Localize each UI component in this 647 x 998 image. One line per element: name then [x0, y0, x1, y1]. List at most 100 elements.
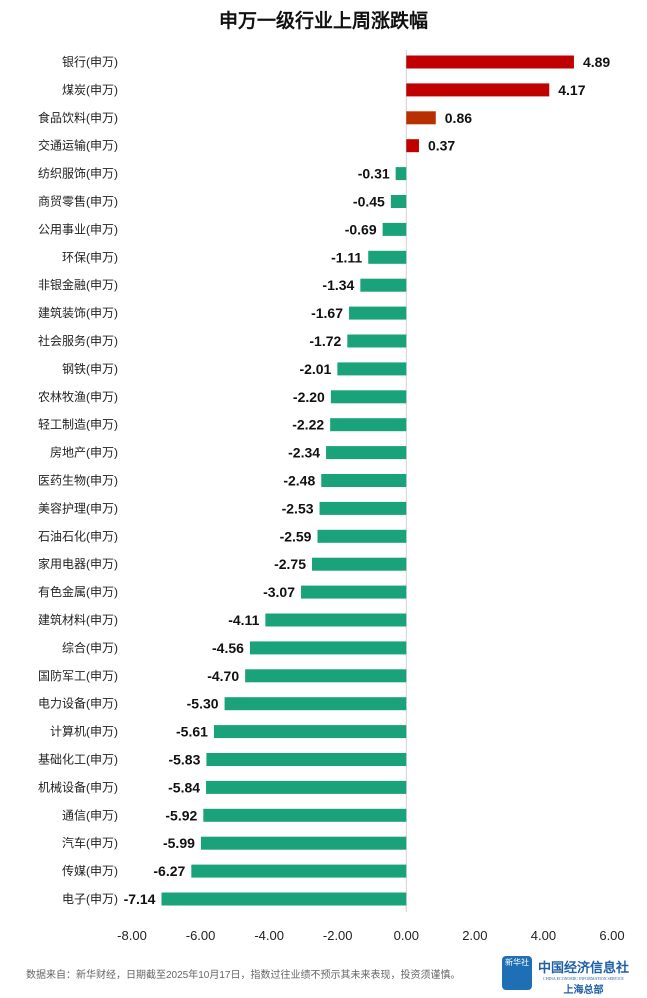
value-label: -5.61	[176, 724, 208, 740]
x-tick-label: -8.00	[117, 928, 147, 943]
category-label: 建筑装饰(申万)	[38, 305, 118, 320]
category-label: 交通运输(申万)	[38, 138, 118, 153]
bar-11	[337, 362, 407, 376]
category-label: 煤炭(申万)	[62, 83, 118, 97]
bar-16	[319, 501, 407, 515]
category-label: 医药生物(申万)	[38, 474, 118, 488]
value-label: -6.27	[153, 863, 185, 879]
bar-0	[406, 55, 574, 69]
bar-15	[321, 474, 407, 487]
value-label: -2.75	[274, 556, 306, 572]
x-tick-label: -2.00	[323, 928, 353, 943]
value-label: -4.11	[228, 612, 259, 628]
category-label: 家用电器(申万)	[38, 556, 118, 571]
bar-27	[203, 808, 407, 822]
value-label: -1.34	[322, 277, 354, 293]
value-label: -0.31	[358, 166, 390, 182]
bar-4	[395, 167, 407, 181]
org-branch: 上海总部	[563, 985, 604, 996]
bar-14	[326, 446, 407, 460]
value-label: -1.11	[331, 249, 362, 265]
category-label: 轻工制造(申万)	[38, 418, 118, 432]
org-name: 中国经济信息社	[538, 960, 630, 975]
category-label: 传媒(申万)	[62, 863, 118, 878]
value-label: -5.30	[187, 696, 219, 712]
value-label: -2.20	[293, 389, 325, 405]
bar-23	[224, 697, 407, 711]
bar-8	[360, 278, 407, 292]
category-label: 房地产(申万)	[50, 445, 118, 460]
category-label: 机械设备(申万)	[38, 779, 118, 794]
category-label: 国防军工(申万)	[38, 668, 118, 683]
x-tick-label: -4.00	[254, 928, 284, 943]
value-label: -2.34	[288, 445, 320, 461]
x-tick-label: 6.00	[599, 928, 624, 943]
category-label: 计算机(申万)	[50, 724, 118, 739]
bar-17	[317, 529, 407, 543]
category-label: 纺织服饰(申万)	[38, 167, 118, 181]
logo-app-text: 新华社	[505, 958, 529, 967]
bar-2	[406, 111, 436, 125]
bar-26	[206, 780, 407, 794]
bar-7	[368, 250, 407, 264]
bar-6	[382, 222, 407, 236]
category-label: 电力设备(申万)	[38, 697, 118, 711]
x-tick-label: 2.00	[462, 928, 487, 943]
value-label: 4.89	[583, 54, 610, 70]
xinhua-app-logo: 新华社	[502, 956, 532, 990]
category-label: 公用事业(申万)	[38, 222, 118, 236]
bar-10	[347, 334, 407, 348]
category-label: 商贸零售(申万)	[38, 194, 118, 209]
value-label: -5.92	[165, 807, 197, 823]
category-label: 汽车(申万)	[62, 835, 118, 850]
bar-5	[390, 195, 407, 208]
bar-28	[200, 836, 407, 850]
value-label: -5.83	[168, 752, 200, 768]
value-label: -1.72	[309, 333, 341, 349]
bar-12	[330, 390, 407, 404]
category-label: 建筑材料(申万)	[38, 612, 118, 627]
bar-21	[249, 641, 407, 655]
bar-24	[213, 725, 407, 739]
bar-19	[301, 585, 407, 599]
value-label: -4.70	[207, 668, 239, 684]
value-label: -4.56	[212, 640, 244, 656]
value-label: -2.53	[282, 500, 314, 516]
category-label: 钢铁(申万)	[62, 362, 118, 376]
chart-title: 申万一级行业上周涨跌幅	[218, 11, 428, 32]
category-label: 非银金融(申万)	[38, 277, 118, 292]
bar-1	[406, 83, 550, 97]
category-label: 银行(申万)	[62, 55, 118, 69]
category-label: 通信(申万)	[62, 808, 118, 822]
bar-20	[265, 613, 407, 627]
value-label: -2.22	[292, 417, 324, 433]
category-label: 社会服务(申万)	[38, 333, 118, 348]
value-label: -7.14	[124, 891, 156, 907]
x-tick-label: 0.00	[394, 928, 419, 943]
category-label: 电子(申万)	[62, 892, 118, 906]
value-label: -5.99	[163, 835, 195, 851]
category-label: 综合(申万)	[62, 640, 118, 655]
bar-30	[161, 892, 407, 906]
category-label: 环保(申万)	[62, 250, 118, 264]
bar-18	[312, 557, 407, 571]
value-label: -1.67	[311, 305, 343, 321]
value-label: -2.01	[299, 361, 331, 377]
bar-29	[191, 864, 407, 878]
value-label: 0.37	[428, 138, 455, 154]
x-tick-label: -6.00	[186, 928, 216, 943]
bar-13	[330, 418, 407, 432]
bar-3	[406, 139, 419, 153]
bar-25	[206, 753, 407, 766]
org-name-en: CHINA ECONOMIC INFORMATION SERVICE	[543, 976, 624, 981]
bar-9	[349, 306, 407, 320]
category-label: 农林牧渔(申万)	[38, 390, 118, 404]
value-label: -3.07	[263, 584, 295, 600]
category-label: 石油石化(申万)	[38, 529, 118, 543]
value-label: -5.84	[168, 779, 200, 795]
source-note: 数据来自：新华财经，日期截至2025年10月17日，指数过往业绩不预示其未来表现…	[26, 970, 461, 981]
bar-22	[245, 669, 407, 683]
category-label: 基础化工(申万)	[38, 753, 118, 767]
category-label: 食品饮料(申万)	[38, 110, 118, 125]
